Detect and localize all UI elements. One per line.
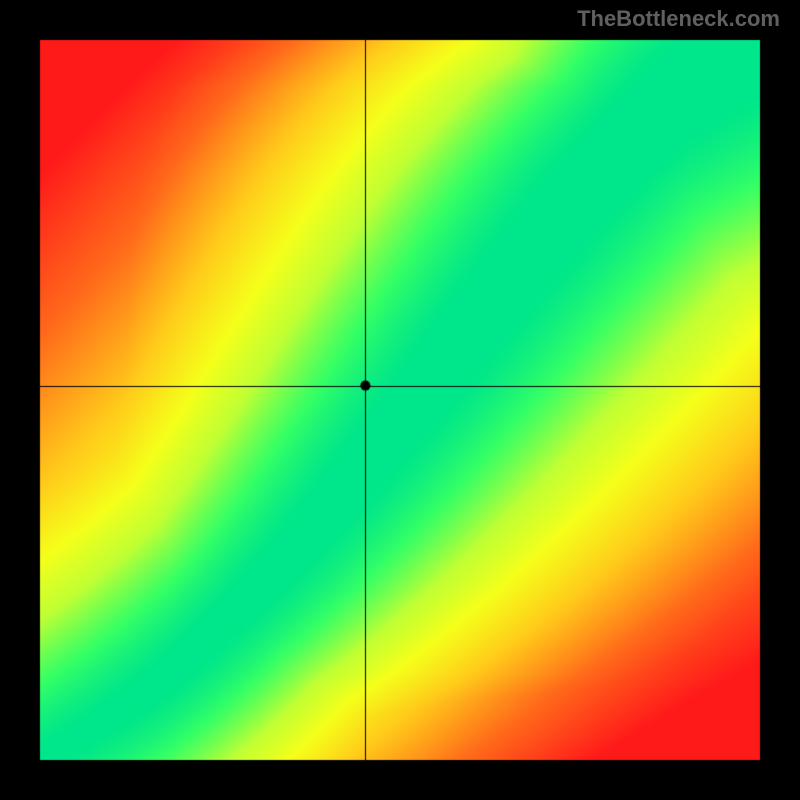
watermark-text: TheBottleneck.com (577, 6, 780, 32)
bottleneck-heatmap-canvas (0, 0, 800, 800)
